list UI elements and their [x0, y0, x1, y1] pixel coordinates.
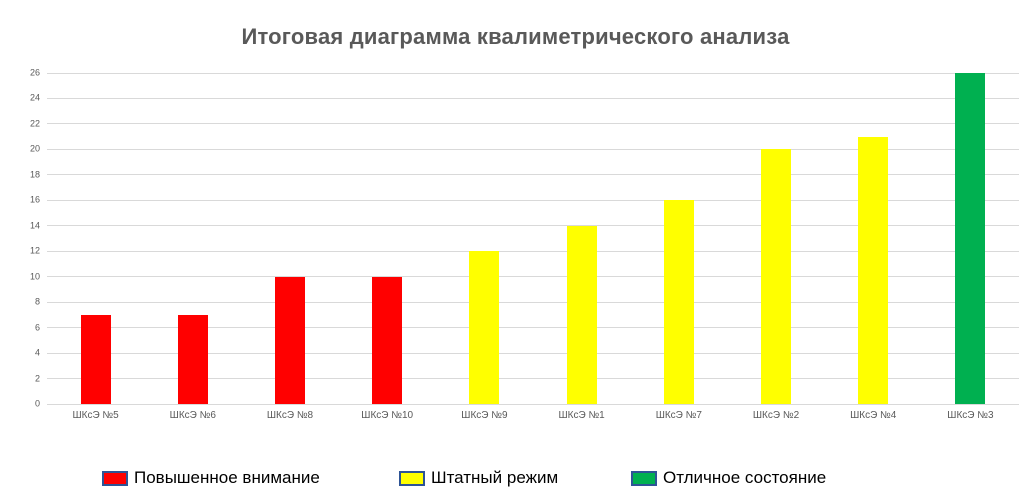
x-category-label: ШКсЭ №3	[947, 410, 994, 421]
bar-slot	[144, 73, 241, 404]
bar-slot	[339, 73, 436, 404]
gridline	[47, 301, 1019, 303]
legend-label: Повышенное внимание	[134, 468, 320, 487]
y-axis-tick-labels: 0 2 4 6 8 10 12 14 16 18 20 22 24 26	[0, 68, 40, 408]
bar	[663, 200, 694, 404]
legend-label: Штатный режим	[431, 468, 559, 487]
legend-swatch-green	[631, 470, 657, 486]
bar-series	[47, 73, 1019, 404]
y-tick-label: 20	[29, 143, 40, 154]
legend-item-yellow-status: Штатный режим	[399, 464, 558, 492]
bar-slot	[630, 73, 727, 404]
x-category-label: ШКсЭ №10	[361, 410, 414, 421]
y-tick-label: 16	[29, 194, 40, 205]
bar	[372, 276, 403, 404]
bar	[858, 136, 889, 404]
bar-slot	[533, 73, 630, 404]
bar-slot	[825, 73, 922, 404]
y-tick-label: 12	[29, 245, 40, 256]
y-tick-label: 26	[29, 67, 40, 78]
x-category-label: ШКсЭ №9	[461, 410, 508, 421]
legend-swatch-yellow	[399, 470, 425, 486]
y-tick-label: 22	[29, 118, 40, 129]
legend-label: Отличное состояние	[663, 468, 827, 487]
x-category-label: ШКсЭ №5	[72, 410, 119, 421]
x-category-label: ШКсЭ №4	[850, 410, 897, 421]
plot-area	[47, 72, 1019, 405]
legend-swatch-red	[102, 470, 128, 486]
gridline	[47, 378, 1019, 380]
gridline	[47, 225, 1019, 227]
x-category-label: ШКсЭ №7	[655, 410, 702, 421]
y-tick-label: 0	[34, 398, 40, 409]
bar	[955, 73, 986, 404]
bar	[275, 276, 305, 404]
y-tick-label: 24	[29, 92, 40, 103]
bar-slot	[436, 73, 533, 404]
bar	[761, 149, 792, 404]
gridline	[47, 148, 1019, 150]
gridline	[47, 276, 1019, 278]
x-category-label: ШКсЭ №1	[558, 410, 605, 421]
x-category-label: ШКсЭ №2	[752, 410, 800, 421]
y-tick-label: 6	[34, 322, 40, 333]
gridline	[47, 97, 1019, 99]
bar-slot	[47, 73, 144, 404]
gridline	[47, 352, 1019, 354]
bar	[469, 251, 500, 404]
x-category-label: ШКсЭ №8	[266, 410, 314, 421]
legend-item-green-status: Отличное состояние	[631, 464, 826, 492]
bar-slot	[241, 73, 338, 404]
bar	[566, 225, 597, 404]
x-axis-category-labels: ШКсЭ №5 ШКсЭ №6 ШКсЭ №8 ШКсЭ №10 ШКсЭ №9 ШКсЭ…	[47, 410, 1019, 421]
gridline	[47, 403, 1019, 405]
gridline	[47, 327, 1019, 329]
y-tick-label: 10	[29, 271, 40, 282]
gridline	[47, 174, 1019, 176]
chart-legend: Повышенное внимание Штатный режим Отличн…	[0, 464, 1031, 492]
y-tick-label: 4	[34, 347, 40, 358]
bar-slot	[922, 73, 1019, 404]
y-tick-label: 8	[34, 296, 40, 307]
bar	[80, 314, 111, 404]
y-tick-label: 14	[29, 220, 40, 231]
chart-title: Итоговая диаграмма квалиметрического ана…	[241, 24, 790, 49]
x-category-label: ШКсЭ №6	[169, 410, 216, 421]
bar	[177, 314, 208, 404]
gridline	[47, 72, 1019, 74]
bar-slot	[727, 73, 824, 404]
legend-item-red-status: Повышенное внимание	[102, 464, 320, 492]
y-tick-label: 2	[34, 373, 40, 384]
gridline	[47, 123, 1019, 125]
gridline	[47, 199, 1019, 201]
y-tick-label: 18	[29, 169, 40, 180]
gridline	[47, 250, 1019, 252]
